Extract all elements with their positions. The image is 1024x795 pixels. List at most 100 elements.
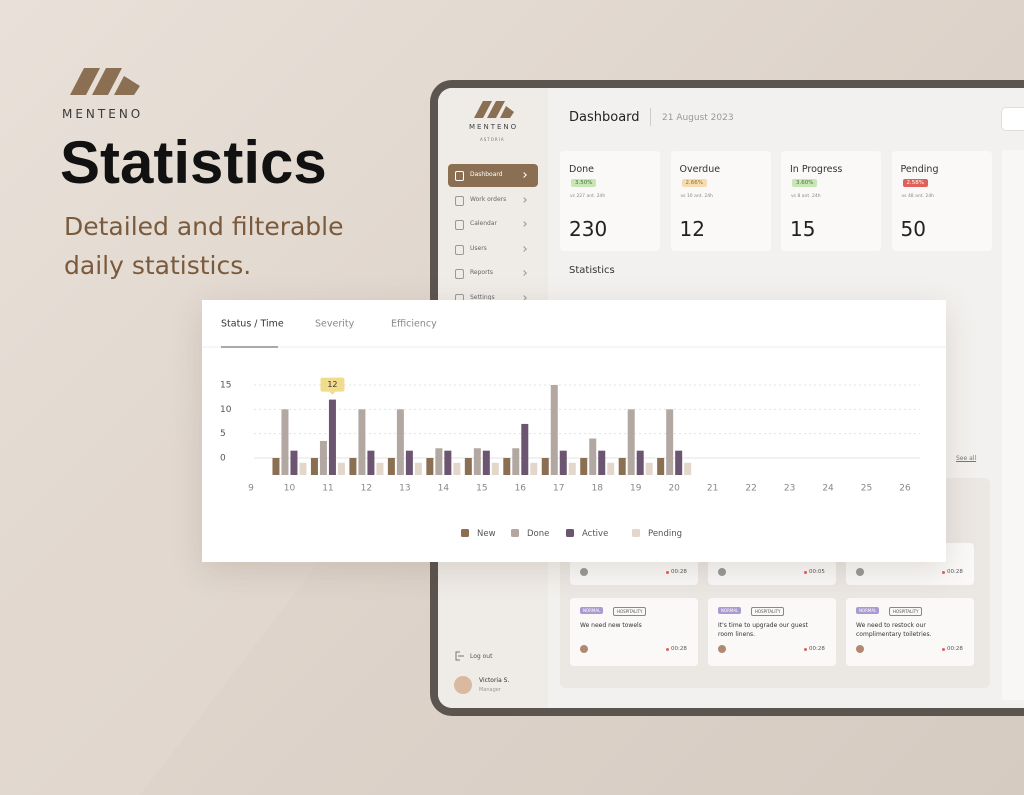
bar xyxy=(598,450,606,475)
menu-item[interactable]: Dashboard xyxy=(470,171,503,178)
avatar xyxy=(718,568,726,576)
x-tick-label: 17 xyxy=(553,484,564,494)
bar xyxy=(349,457,357,475)
bar xyxy=(299,462,307,475)
bar xyxy=(541,457,549,475)
x-tick-label: 14 xyxy=(438,484,450,494)
legend-swatch xyxy=(461,529,469,537)
stat-label: Done xyxy=(569,164,594,175)
avatar xyxy=(580,645,588,653)
bar xyxy=(387,457,395,475)
ticket-time: 00:28 xyxy=(671,646,687,652)
menu-item[interactable]: Reports xyxy=(470,269,494,276)
page-title: Dashboard xyxy=(569,110,640,125)
x-tick-label: 22 xyxy=(745,484,756,494)
x-tick-label: 13 xyxy=(399,484,410,494)
bar xyxy=(453,462,461,475)
menu-icon xyxy=(455,269,464,279)
brand: MENTENO xyxy=(62,107,144,121)
bar xyxy=(435,448,443,475)
ticket-card[interactable]: NORMAL HOSPITALITY It's time to upgrade ou… xyxy=(708,598,836,666)
bar xyxy=(319,440,327,475)
ticket-time: 00:28 xyxy=(809,646,825,652)
stat-label: Pending xyxy=(900,164,939,175)
x-tick-label: 10 xyxy=(284,484,296,494)
legend-swatch xyxy=(511,529,519,537)
stat-card: Done 3.50% vs 227 ant. 24h 230 xyxy=(560,151,660,251)
x-tick-label: 18 xyxy=(592,484,604,494)
ticket-time: 00:28 xyxy=(671,569,687,575)
tab[interactable]: Status / Time xyxy=(221,319,284,330)
stat-note: vs 8 ant. 24h xyxy=(791,194,821,199)
bar xyxy=(376,462,384,475)
stat-note: vs 227 ant. 24h xyxy=(570,194,606,199)
right-panel xyxy=(1002,150,1024,700)
bar xyxy=(426,457,434,475)
bar xyxy=(396,409,404,475)
x-tick-label: 16 xyxy=(515,484,527,494)
user-role: Manager xyxy=(479,687,501,693)
stat-note: vs 48 ant. 24h xyxy=(901,194,934,199)
bar xyxy=(657,457,665,475)
menu-item[interactable]: Users xyxy=(470,244,487,252)
subheadline: daily statistics. xyxy=(64,251,252,280)
tag: HOSPITALITY xyxy=(889,607,923,616)
ticket-text: We need new towels xyxy=(580,622,642,629)
logo xyxy=(70,68,140,95)
tooltip: 12 xyxy=(327,380,337,389)
x-tick-label: 11 xyxy=(322,484,333,494)
bar xyxy=(491,462,499,475)
bar xyxy=(589,438,597,475)
tab[interactable]: Efficiency xyxy=(391,319,437,330)
see-all[interactable]: See all xyxy=(956,455,977,462)
ticket-time: 00:28 xyxy=(947,646,963,652)
tab[interactable]: Severity xyxy=(315,319,355,330)
logout[interactable]: Log out xyxy=(470,653,493,660)
bar xyxy=(337,462,345,475)
stat-change: 2.66% xyxy=(681,179,707,187)
bar xyxy=(503,457,511,475)
bar xyxy=(328,399,336,475)
avatar xyxy=(856,645,864,653)
avatar xyxy=(454,676,472,694)
stat-card: Overdue 2.66% vs 10 ant. 24h 12 xyxy=(670,151,771,251)
avatar xyxy=(718,645,726,653)
user-name: Victoria S. xyxy=(479,677,510,684)
x-tick-label: 12 xyxy=(361,484,372,494)
tag: HOSPITALITY xyxy=(613,607,647,616)
bar xyxy=(618,457,626,475)
bar xyxy=(627,409,635,475)
menu-item[interactable]: Settings xyxy=(470,293,495,301)
bar xyxy=(568,462,576,475)
avatar xyxy=(580,568,588,576)
priority-tag: NORMAL xyxy=(580,607,604,614)
menu-item[interactable]: Work orders xyxy=(470,195,507,203)
ticket-card[interactable]: NORMAL HOSPITALITY We need to restock our … xyxy=(846,598,974,666)
status-dot xyxy=(804,648,807,651)
bar xyxy=(473,448,481,475)
ticket-text: It's time to upgrade our guest room line… xyxy=(718,622,808,638)
chart: Status / Time Severity Efficiency 0 5 10 15 9 10… xyxy=(202,319,946,539)
stat-change: 3.50% xyxy=(571,179,597,187)
bar xyxy=(290,450,298,475)
bar xyxy=(675,450,683,475)
side-logo xyxy=(474,101,514,118)
section-title: Statistics xyxy=(569,265,615,276)
bar xyxy=(645,462,653,475)
ticket-card[interactable]: NORMAL HOSPITALITY We need new towels 00:28 xyxy=(570,598,698,666)
x-tick-label: 15 xyxy=(476,484,487,494)
priority-tag: NORMAL xyxy=(718,607,742,614)
stat-value: 230 xyxy=(569,217,608,241)
bar xyxy=(580,457,588,475)
stat-label: Overdue xyxy=(679,164,721,175)
bar xyxy=(272,457,280,475)
y-tick-label: 5 xyxy=(220,429,226,439)
bar xyxy=(636,450,644,475)
stat-value: 15 xyxy=(790,217,816,241)
search[interactable] xyxy=(1001,107,1024,131)
menu-item[interactable]: Calendar xyxy=(470,220,497,227)
tooltip-tip xyxy=(329,391,336,395)
stat-card: In Progress 3.60% vs 8 ant. 24h 15 xyxy=(781,151,881,251)
x-tick-label: 21 xyxy=(707,484,718,494)
